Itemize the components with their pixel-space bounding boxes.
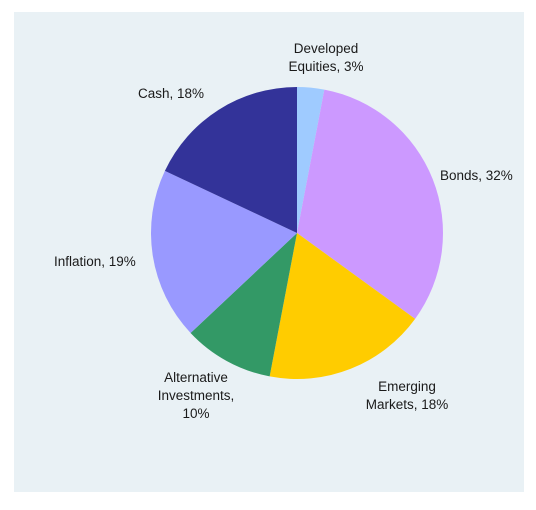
pie-label-3: Emerging Markets, 18% <box>366 379 449 412</box>
pie-chart: Developed Equities, 3% Bonds, 32% Emerging M… <box>14 12 524 492</box>
pie-label-2: Bonds, 32% <box>440 168 513 183</box>
pie-label-1: Developed Equities, 3% <box>288 41 363 74</box>
pie-slices <box>151 87 443 379</box>
pie-label-6: Cash, 18% <box>138 86 204 101</box>
pie-label-5: Inflation, 19% <box>54 254 136 269</box>
pie-label-4: Alternative Investments, 10% <box>158 370 235 421</box>
chart-area: Developed Equities, 3% Bonds, 32% Emerging M… <box>14 12 524 492</box>
